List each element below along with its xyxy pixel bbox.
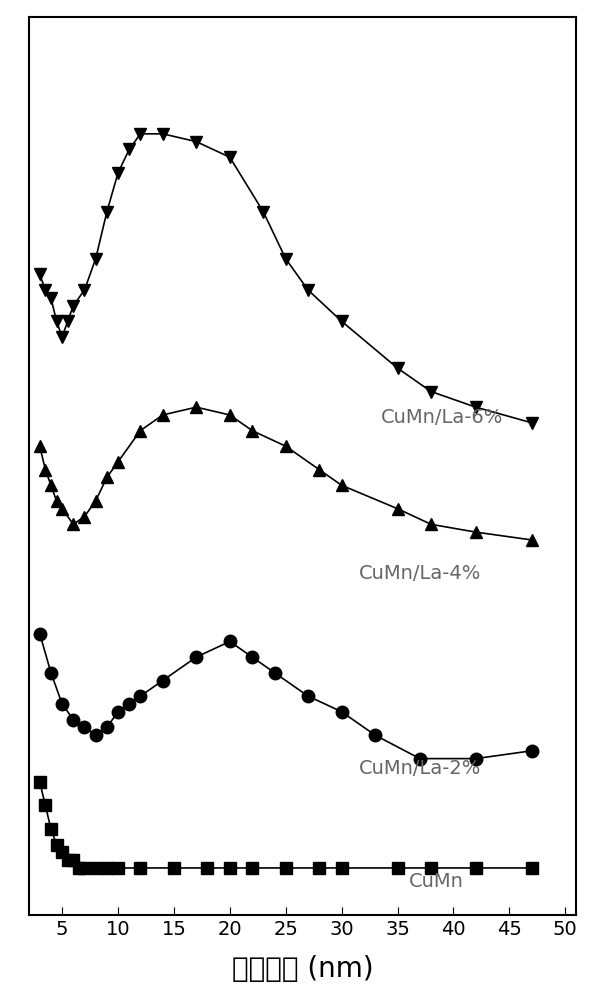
- Text: CuMn/La-6%: CuMn/La-6%: [381, 408, 503, 427]
- X-axis label: 孔径分布 (nm): 孔径分布 (nm): [232, 955, 373, 983]
- Text: CuMn/La-4%: CuMn/La-4%: [358, 564, 481, 583]
- Text: CuMn: CuMn: [409, 872, 464, 891]
- Text: CuMn/La-2%: CuMn/La-2%: [358, 759, 481, 778]
